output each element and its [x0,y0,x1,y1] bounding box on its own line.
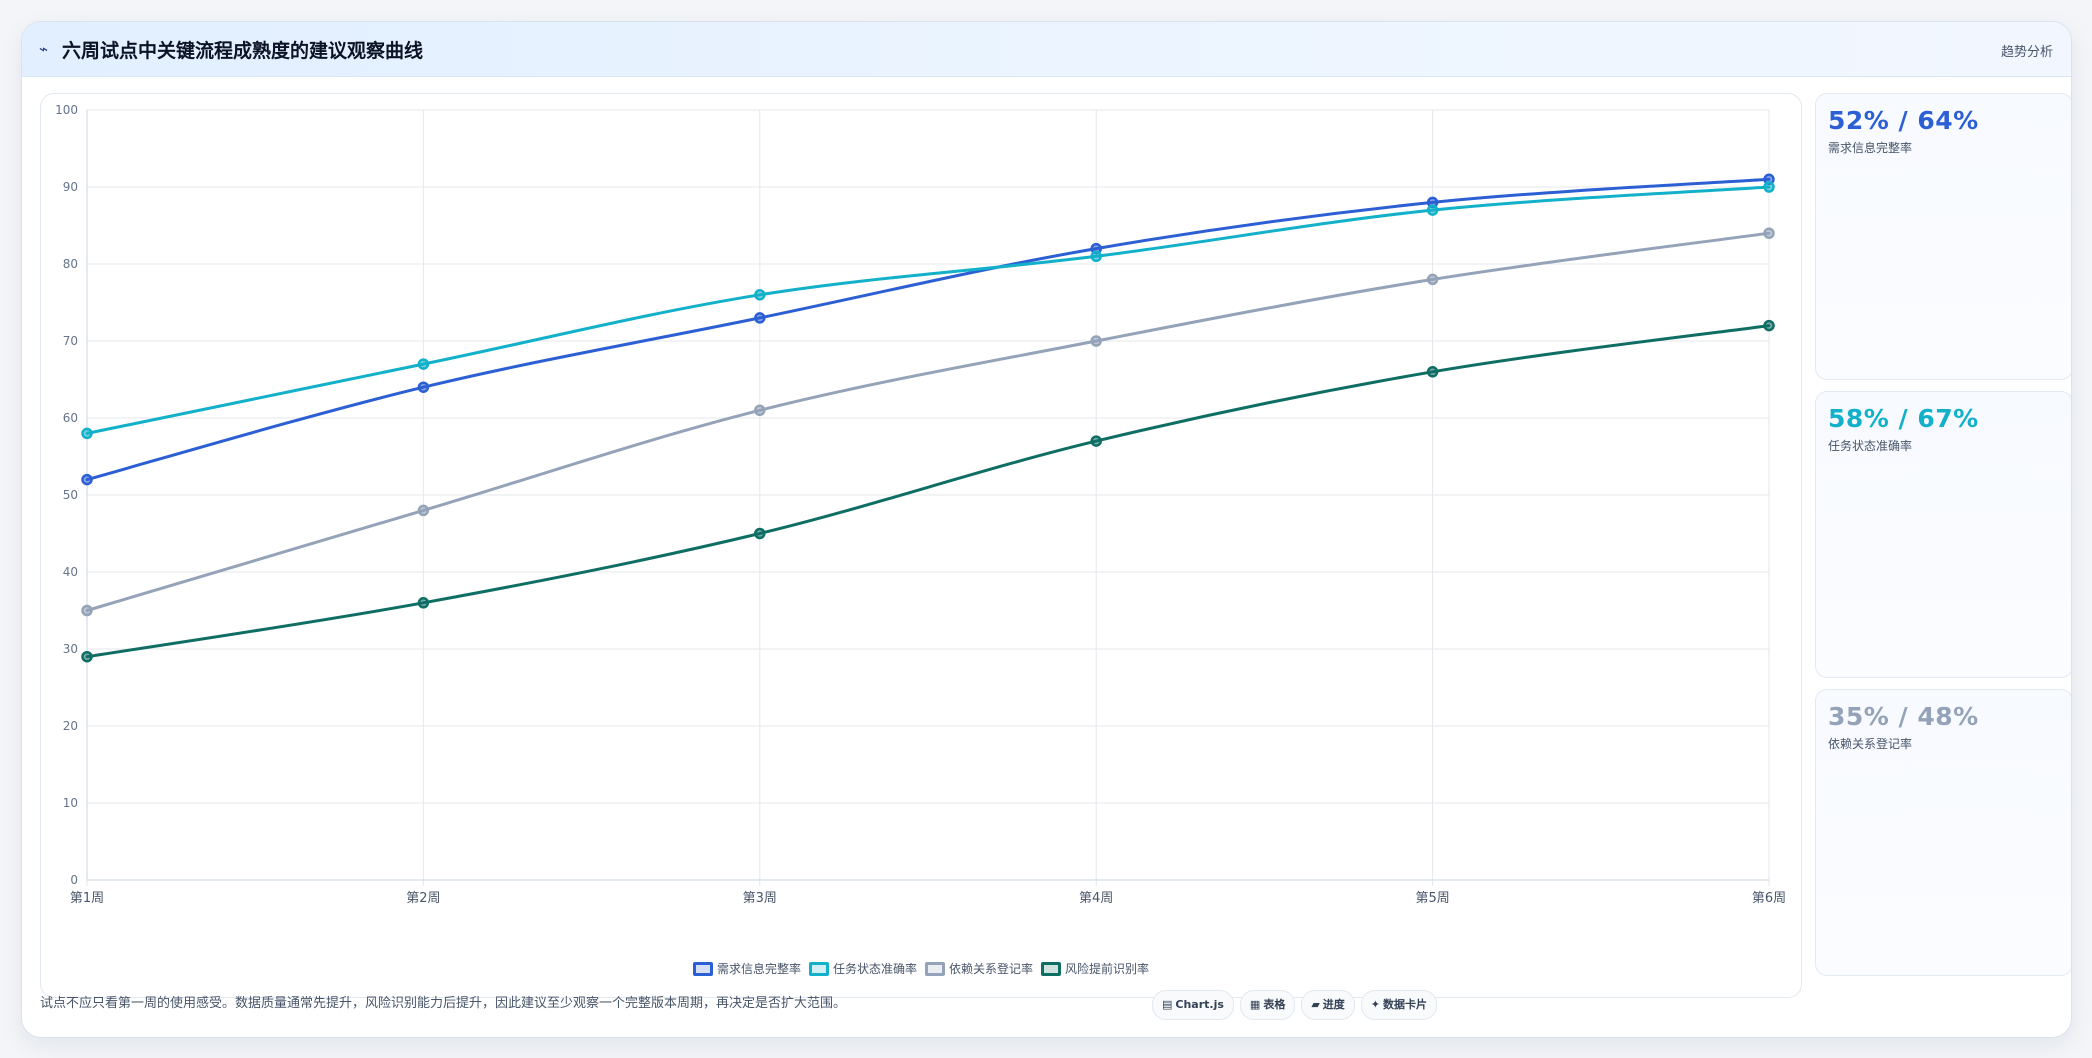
trend-line-icon: ⌁ [39,40,49,58]
legend-label: 依赖关系登记率 [949,962,1034,976]
chart-panel: 0 10 20 30 40 50 60 70 80 90 100 第1周 第2周 第3周 第4周 第5周 第6周… [40,93,1802,998]
data-card-chip[interactable]: ✦ 数据卡片 [1360,990,1438,1020]
footnote: 试点不应只看第一周的使用感受。数据质量通常先提升，风险识别能力后提升，因此建议至… [40,996,847,1011]
data-point [754,404,766,417]
series-line [85,185,1771,435]
data-point [1090,435,1102,447]
y-tick-label: 10 [63,796,78,810]
series-line [85,324,1771,659]
legend-swatch [1041,962,1062,976]
chartjs-chip[interactable]: ▤ Chart.js [1152,990,1234,1020]
y-tick-label: 50 [63,488,78,502]
data-point [1090,335,1102,347]
series-line [85,177,1771,482]
data-point [754,312,766,324]
data-point [1090,250,1102,263]
y-tick-label: 20 [63,719,78,733]
view-switcher: ▤ Chart.js ▦ 表格 ▰ 进度 ✦ 数据卡片 [1152,990,1443,1020]
data-point [417,381,430,393]
stat-label: 依赖关系登记率 [1828,737,1913,751]
legend-swatch [925,962,945,976]
legend-swatch [808,962,829,976]
data-point [417,597,430,609]
data-point [417,358,430,370]
data-point [81,427,93,440]
chip-label: Chart.js [1175,998,1224,1011]
x-tick-label: 第2周 [406,891,440,906]
data-point [754,527,766,540]
stat-card-task-status: 58% / 67% 任务状态准确率 [1815,391,2071,678]
legend-item[interactable]: 任务状态准确率 [808,960,917,977]
progress-chip[interactable]: ▰ 进度 [1301,990,1355,1020]
legend-item[interactable]: 风险提前识别率 [1041,960,1149,977]
data-point [1426,273,1439,286]
y-tick-label: 40 [63,565,78,579]
sparkle-icon: ✦ [1370,998,1381,1011]
data-point [81,650,93,663]
chip-label: 数据卡片 [1383,998,1428,1011]
y-tick-label: 80 [63,257,78,271]
chart-icon: ▤ [1162,998,1173,1011]
stat-card-requirements: 52% / 64% 需求信息完整率 [1815,93,2071,380]
stat-value: 58% / 67% [1828,404,1979,433]
data-point [417,504,430,517]
table-chip[interactable]: ▦ 表格 [1239,990,1296,1020]
progress-icon: ▰ [1311,998,1320,1011]
legend-item[interactable]: 依赖关系登记率 [925,960,1033,977]
table-icon: ▦ [1249,998,1261,1011]
legend-swatch [692,962,713,976]
x-tick-label: 第6周 [1752,891,1786,906]
legend-label: 风险提前识别率 [1065,962,1150,976]
card-header: ⌁ 六周试点中关键流程成熟度的建议观察曲线 趋势分析 [22,22,2071,77]
legend-label: 任务状态准确率 [832,962,917,976]
y-tick-label: 100 [55,103,78,117]
stat-card-dependencies: 35% / 48% 依赖关系登记率 [1815,689,2071,976]
y-tick-label: 90 [63,180,78,194]
data-point [81,604,93,617]
analysis-tag: 趋势分析 [2000,45,2053,60]
chip-label: 进度 [1322,998,1345,1011]
line-chart: 0 10 20 30 40 50 60 70 80 90 100 第1周 第2周 第3周 第4周 第5周 第6周 [55,103,1786,906]
stat-value: 52% / 64% [1828,106,1979,135]
y-tick-label: 60 [63,411,78,425]
series-line [85,231,1771,612]
x-tick-label: 第4周 [1079,891,1113,906]
trend-card: ⌁ 六周试点中关键流程成熟度的建议观察曲线 趋势分析 0 10 20 30 40 50 60… [21,21,2072,1038]
data-point [1763,227,1775,239]
stat-value: 35% / 48% [1828,702,1979,731]
y-tick-label: 70 [63,334,78,348]
x-tick-label: 第3周 [743,891,777,906]
data-point [754,289,766,301]
data-point [1763,181,1775,193]
legend-item[interactable]: 需求信息完整率 [692,960,801,977]
data-point [1426,366,1439,378]
x-tick-label: 第1周 [70,891,104,906]
chart-legend: 需求信息完整率 任务状态准确率 依赖关系登记率 风险提前识别率 [41,960,1801,977]
stat-label: 任务状态准确率 [1828,439,1913,453]
x-tick-label: 第5周 [1415,891,1449,906]
data-point [1763,319,1775,332]
page-title: 六周试点中关键流程成熟度的建议观察曲线 [62,40,424,62]
y-tick-label: 30 [63,642,78,656]
data-point [81,473,93,486]
data-point [1426,204,1439,216]
chip-label: 表格 [1263,998,1286,1011]
y-tick-label: 0 [70,873,78,887]
legend-label: 需求信息完整率 [716,962,801,976]
stat-label: 需求信息完整率 [1828,141,1913,155]
